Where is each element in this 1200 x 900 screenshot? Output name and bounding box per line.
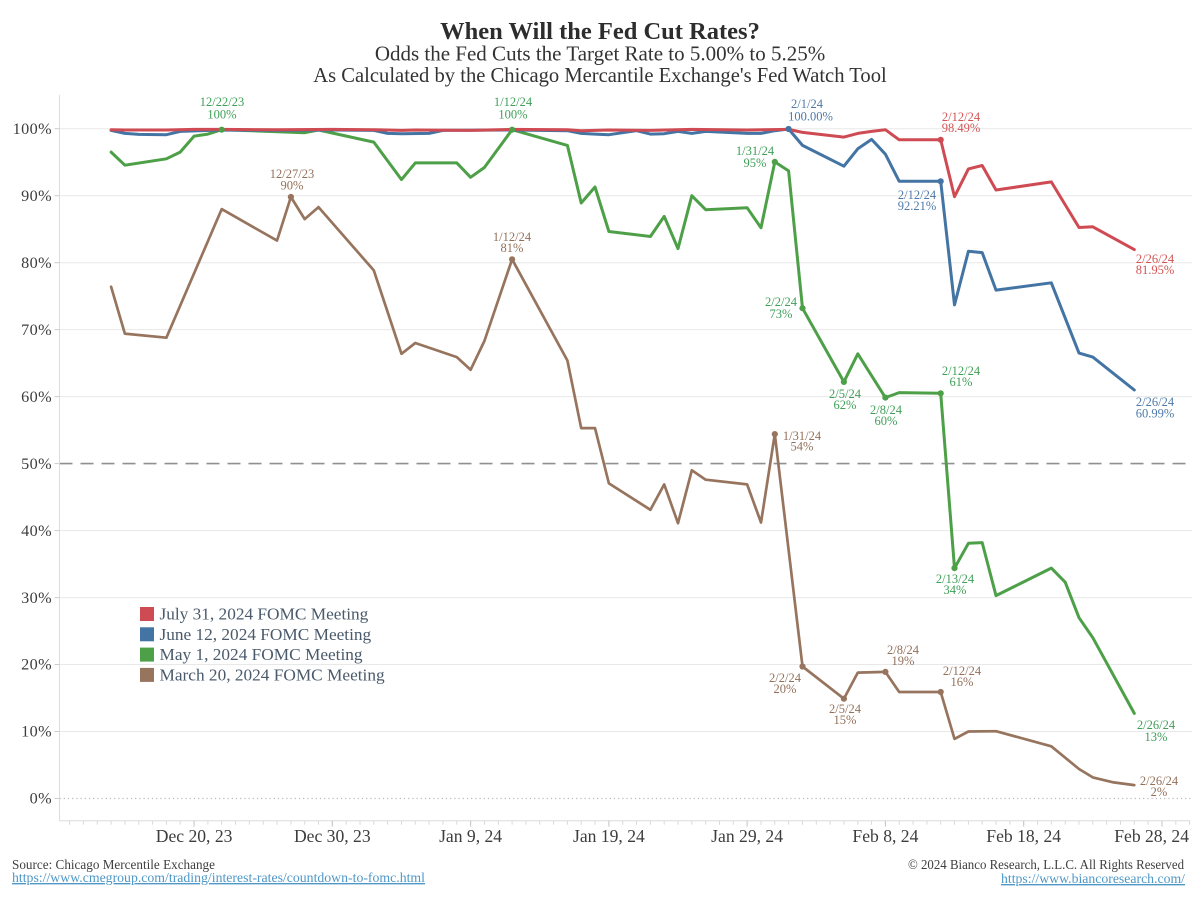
svg-text:80%: 80%	[21, 254, 52, 272]
svg-text:20%: 20%	[774, 682, 797, 696]
svg-text:60%: 60%	[875, 414, 898, 428]
svg-text:2/2/24: 2/2/24	[769, 671, 802, 685]
svg-text:19%: 19%	[892, 654, 915, 668]
svg-text:https://www.cmegroup.com/tradi: https://www.cmegroup.com/trading/interes…	[12, 870, 425, 885]
svg-text:12/22/23: 12/22/23	[200, 95, 244, 109]
svg-text:Feb 8, 24: Feb 8, 24	[852, 826, 918, 846]
svg-text:2/12/24: 2/12/24	[943, 664, 982, 678]
svg-text:May 1, 2024 FOMC Meeting: May 1, 2024 FOMC Meeting	[160, 645, 363, 664]
svg-text:60.99%: 60.99%	[1136, 407, 1175, 421]
svg-text:2/12/24: 2/12/24	[942, 364, 981, 378]
svg-text:2%: 2%	[1151, 785, 1168, 799]
svg-text:2/12/24: 2/12/24	[898, 188, 937, 202]
svg-text:95%: 95%	[744, 156, 767, 170]
svg-text:30%: 30%	[21, 589, 52, 607]
svg-text:Dec 20, 23: Dec 20, 23	[156, 826, 233, 846]
svg-text:92.21%: 92.21%	[898, 199, 937, 213]
svg-text:90%: 90%	[281, 179, 304, 193]
svg-text:0%: 0%	[30, 790, 52, 808]
svg-text:July 31, 2024 FOMC Meeting: July 31, 2024 FOMC Meeting	[160, 605, 369, 624]
svg-text:100%: 100%	[207, 108, 236, 122]
svg-text:Feb 28, 24: Feb 28, 24	[1114, 826, 1189, 846]
svg-text:54%: 54%	[791, 440, 814, 454]
svg-text:100%: 100%	[13, 120, 52, 138]
svg-text:Source: Chicago Mercentile Exc: Source: Chicago Mercentile Exchange	[12, 857, 215, 872]
svg-text:62%: 62%	[834, 398, 857, 412]
svg-text:2/12/24: 2/12/24	[942, 110, 981, 124]
svg-text:2/2/24: 2/2/24	[765, 295, 798, 309]
svg-text:Odds the Fed Cuts the Target R: Odds the Fed Cuts the Target Rate to 5.0…	[375, 42, 825, 66]
svg-text:98.49%: 98.49%	[942, 121, 981, 135]
svg-text:Feb 18, 24: Feb 18, 24	[986, 826, 1061, 846]
svg-text:81.95%: 81.95%	[1136, 263, 1175, 277]
svg-text:2/1/24: 2/1/24	[791, 97, 824, 111]
svg-text:13%: 13%	[1145, 730, 1168, 744]
svg-text:16%: 16%	[951, 675, 974, 689]
svg-text:Jan 9, 24: Jan 9, 24	[439, 826, 502, 846]
svg-text:When Will the Fed Cut Rates?: When Will the Fed Cut Rates?	[440, 18, 760, 45]
svg-text:Jan 19, 24: Jan 19, 24	[573, 826, 645, 846]
svg-text:2/5/24: 2/5/24	[829, 702, 862, 716]
svg-text:2/8/24: 2/8/24	[887, 643, 920, 657]
svg-text:2/13/24: 2/13/24	[936, 572, 975, 586]
svg-text:© 2024 Bianco Research, L.L.C.: © 2024 Bianco Research, L.L.C. All Right…	[908, 857, 1184, 872]
svg-text:20%: 20%	[21, 656, 52, 674]
svg-text:61%: 61%	[950, 375, 973, 389]
svg-text:73%: 73%	[770, 307, 793, 321]
svg-text:March 20, 2024 FOMC Meeting: March 20, 2024 FOMC Meeting	[160, 665, 385, 684]
svg-text:70%: 70%	[21, 321, 52, 339]
svg-text:1/31/24: 1/31/24	[736, 144, 775, 158]
svg-text:100%: 100%	[498, 108, 527, 122]
svg-text:12/27/23: 12/27/23	[270, 167, 314, 181]
svg-text:60%: 60%	[21, 388, 52, 406]
svg-text:50%: 50%	[21, 455, 52, 473]
svg-text:Dec 30, 23: Dec 30, 23	[294, 826, 371, 846]
svg-text:90%: 90%	[21, 187, 52, 205]
svg-text:1/12/24: 1/12/24	[494, 95, 533, 109]
svg-text:2/26/24: 2/26/24	[1136, 395, 1175, 409]
svg-text:2/26/24: 2/26/24	[1140, 774, 1179, 788]
svg-text:As Calculated by the Chicago M: As Calculated by the Chicago Mercantile …	[313, 65, 887, 87]
svg-text:100.00%: 100.00%	[788, 110, 833, 124]
svg-text:2/8/24: 2/8/24	[870, 403, 903, 417]
svg-text:10%: 10%	[21, 723, 52, 741]
svg-text:https://www.biancoresearch.com: https://www.biancoresearch.com/	[1001, 871, 1185, 886]
svg-text:1/31/24: 1/31/24	[783, 429, 822, 443]
svg-text:2/5/24: 2/5/24	[829, 387, 862, 401]
svg-text:2/26/24: 2/26/24	[1136, 252, 1175, 266]
svg-text:2/26/24: 2/26/24	[1137, 718, 1176, 732]
svg-text:Jan 29, 24: Jan 29, 24	[711, 826, 783, 846]
svg-text:1/12/24: 1/12/24	[493, 230, 532, 244]
svg-text:15%: 15%	[834, 713, 857, 727]
svg-text:June 12, 2024 FOMC Meeting: June 12, 2024 FOMC Meeting	[160, 625, 372, 644]
svg-text:34%: 34%	[944, 583, 967, 597]
svg-text:81%: 81%	[501, 241, 524, 255]
svg-text:40%: 40%	[21, 522, 52, 540]
